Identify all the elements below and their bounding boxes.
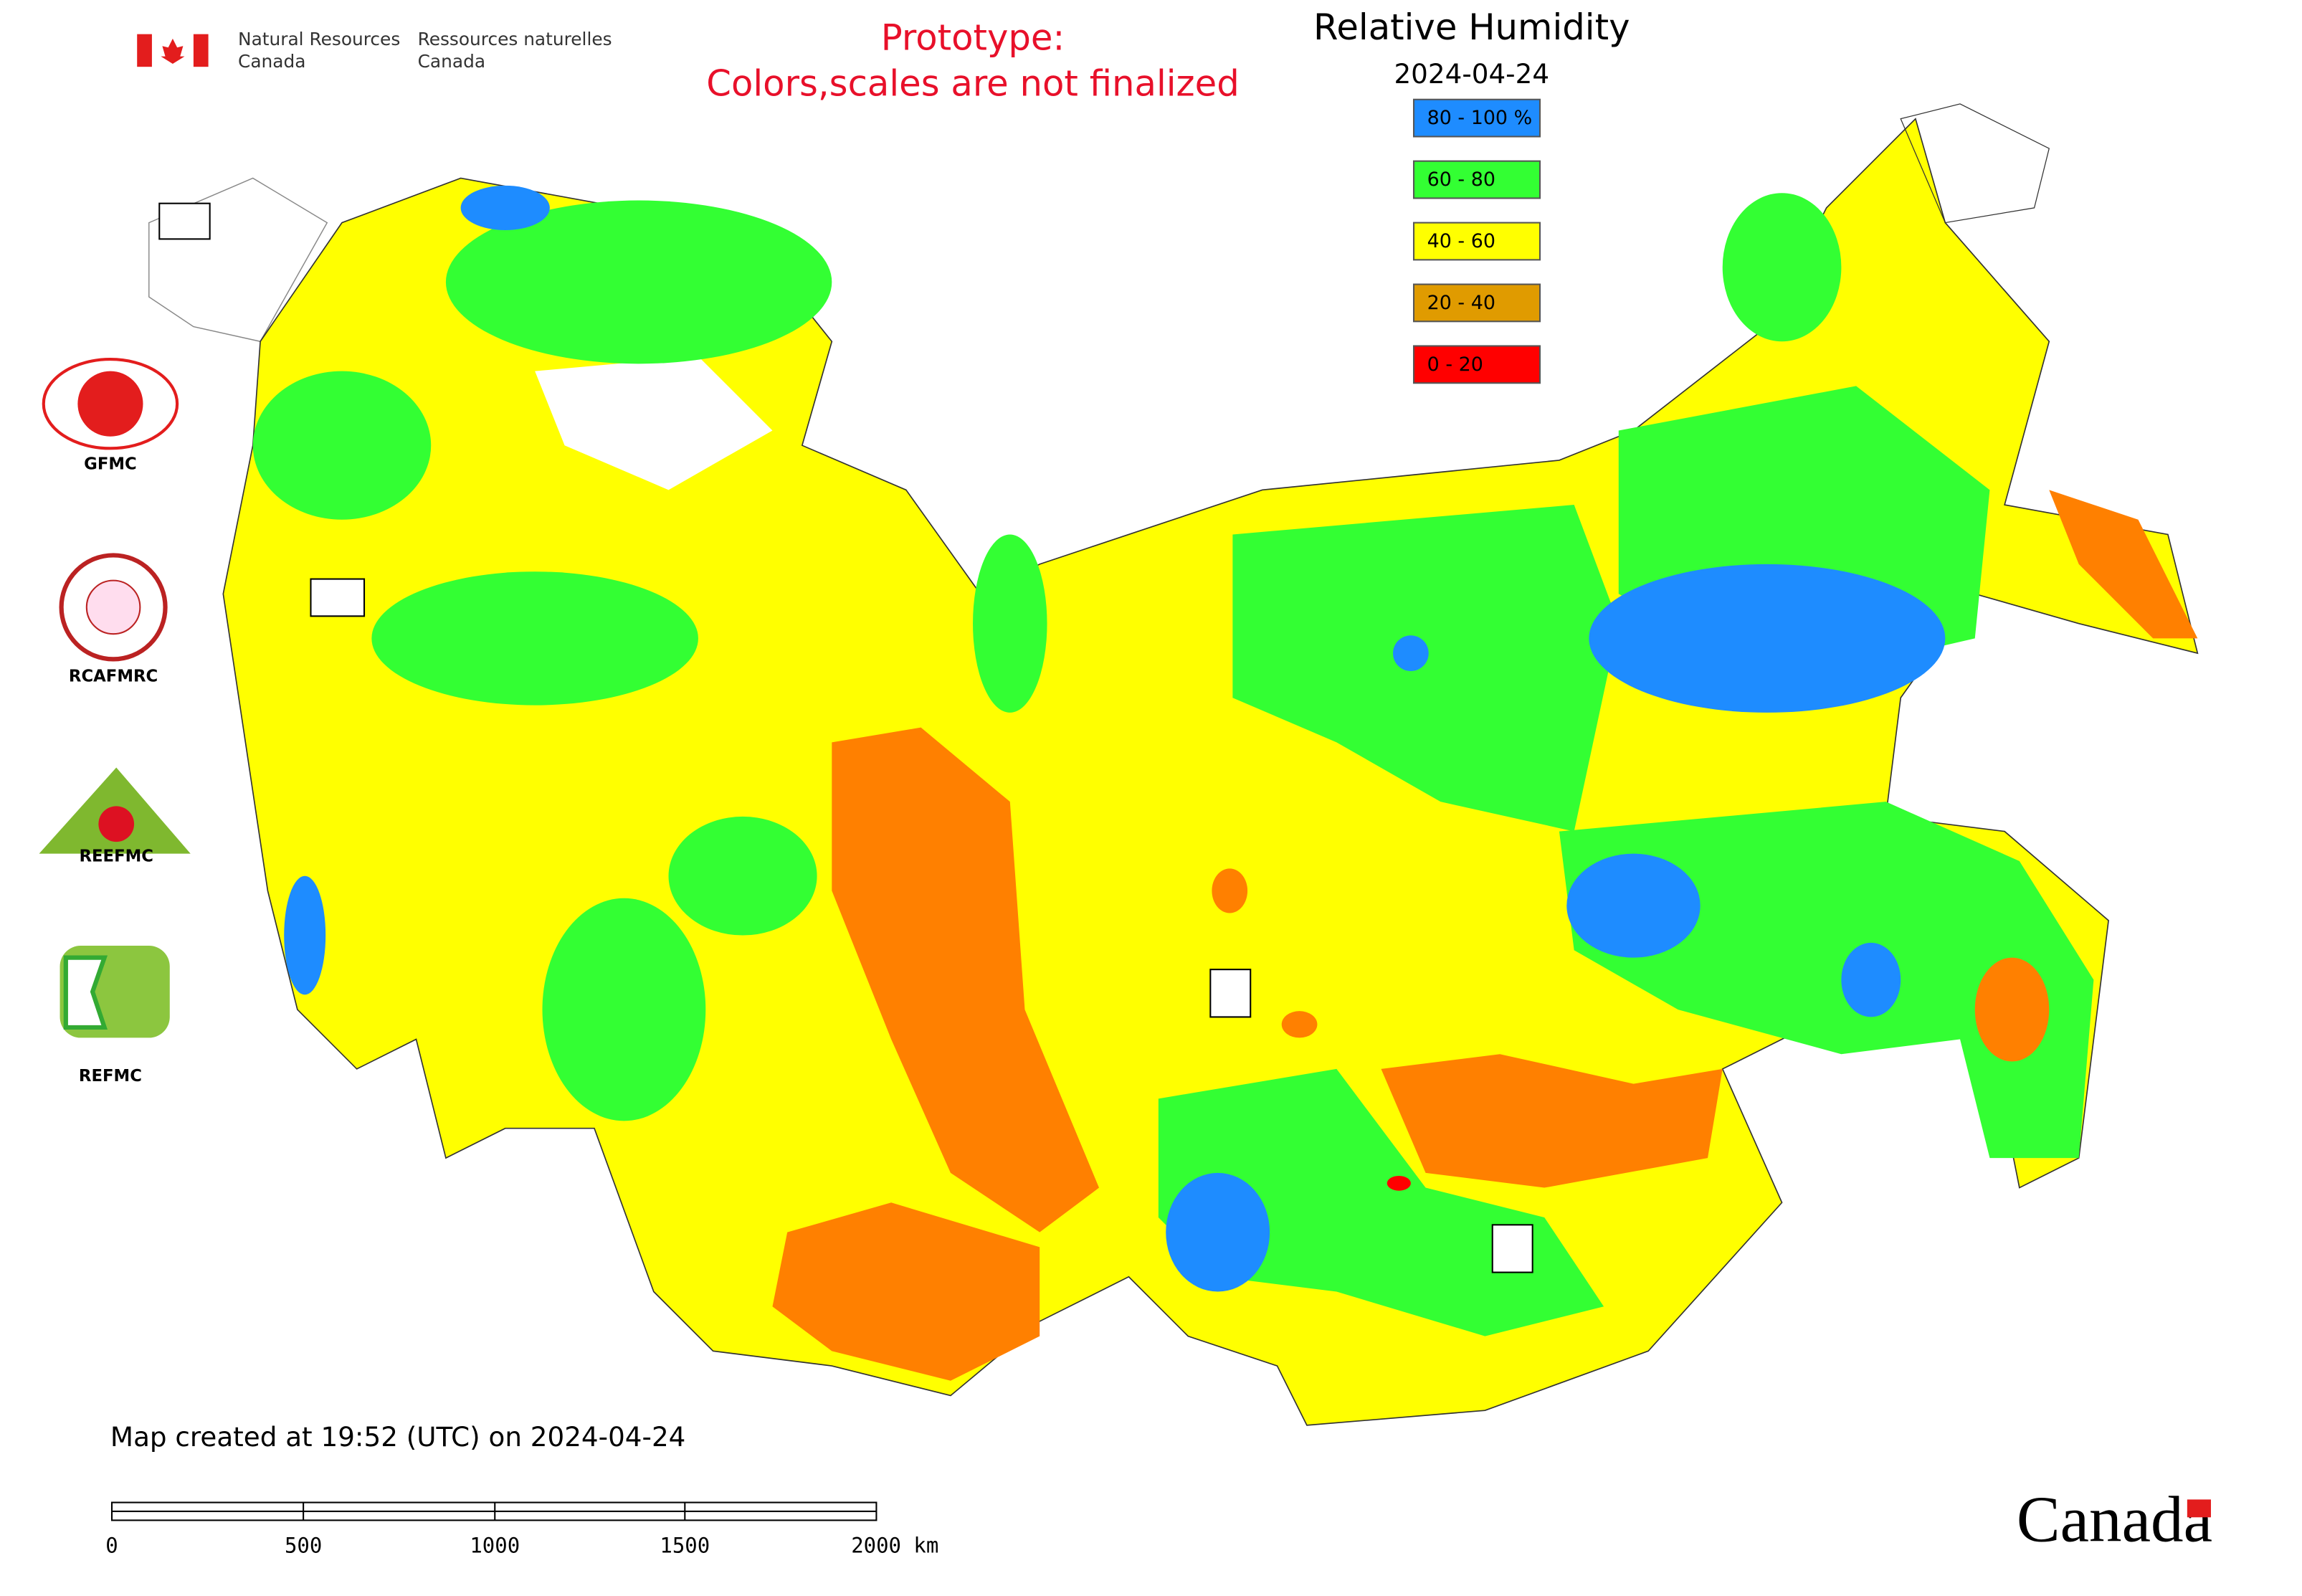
wordmark-flag [2187, 1499, 2211, 1518]
dept-en: Canada [238, 51, 305, 72]
map [148, 103, 2199, 1426]
scale-label: 1500 [660, 1534, 710, 1558]
scale-label: 0 [105, 1534, 118, 1558]
legend: 80 - 100 % 60 - 80 40 - 60 20 - 40 0 - 20 [1412, 98, 1541, 384]
dept-en: Natural Resources [238, 29, 400, 49]
legend-swatch [1412, 160, 1541, 199]
scale-label: 1000 [470, 1534, 520, 1558]
scale-bar: 0 500 1000 1500 2000 km [105, 1501, 938, 1558]
legend-label: 60 - 80 [1427, 168, 1495, 191]
logo-label: REEFMC [79, 847, 153, 865]
nrcan-signature: Natural Resources Canada Ressources natu… [137, 29, 612, 72]
map-markers [158, 202, 1533, 1273]
map-title: Relative Humidity [1313, 6, 1630, 48]
scale-label: 2000 km [851, 1534, 938, 1558]
wordmark: Canada [2017, 1483, 2212, 1556]
legend-swatch [1412, 345, 1541, 384]
created-note: Map created at 19:52 (UTC) on 2024-04-24 [110, 1421, 685, 1453]
legend-label: 20 - 40 [1427, 292, 1495, 314]
logo-label: GFMC [84, 455, 137, 474]
legend-label: 40 - 60 [1427, 230, 1495, 252]
legend-label: 0 - 20 [1427, 353, 1483, 376]
legend-swatch [1412, 283, 1541, 323]
dept-fr: Canada [418, 51, 485, 72]
legend-label: 80 - 100 % [1427, 107, 1533, 129]
legend-swatch [1412, 222, 1541, 261]
notice: Colors,scales are not finalized [706, 63, 1239, 105]
logo-label: RCAFMRC [69, 668, 158, 686]
logo-column: GFMC RCAFMRC REEFMC REFMC [39, 358, 191, 1086]
map-date: 2024-04-24 [1394, 58, 1549, 90]
logo-label: REFMC [79, 1067, 142, 1086]
dept-fr: Ressources naturelles [418, 29, 612, 49]
scale-label: 500 [285, 1534, 322, 1558]
notice: Prototype: [881, 16, 1065, 58]
legend-swatch [1412, 98, 1541, 138]
